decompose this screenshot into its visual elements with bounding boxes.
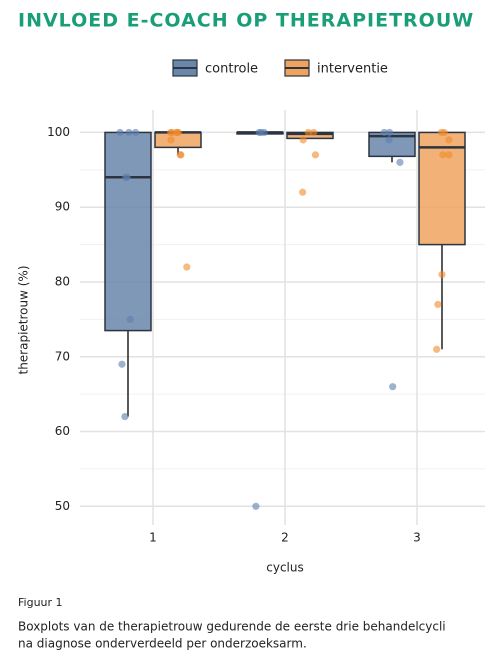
y-tick-label: 60 xyxy=(55,424,70,438)
caption-line: Boxplots van de therapietrouw gedurende … xyxy=(18,620,446,634)
data-point xyxy=(252,502,260,510)
data-point xyxy=(440,128,448,137)
data-point xyxy=(177,151,185,159)
y-tick-label: 80 xyxy=(55,274,70,288)
data-point xyxy=(396,158,404,166)
data-point xyxy=(255,128,263,137)
x-tick-label: 3 xyxy=(413,531,421,545)
data-point xyxy=(125,128,133,137)
y-tick-label: 50 xyxy=(55,499,70,513)
x-tick-label: 1 xyxy=(149,531,157,545)
data-point xyxy=(434,300,442,309)
data-point xyxy=(385,128,394,137)
data-point xyxy=(310,128,318,137)
figure-label: Figuur 1 xyxy=(18,596,63,609)
x-axis-label: cyclus xyxy=(266,561,304,575)
data-point xyxy=(116,128,124,137)
box xyxy=(104,131,152,332)
data-point xyxy=(439,151,447,159)
legend-label: interventie xyxy=(317,62,388,77)
data-point xyxy=(123,173,131,181)
data-point xyxy=(183,263,191,271)
data-point xyxy=(433,345,441,353)
data-point xyxy=(311,151,320,159)
data-point xyxy=(174,128,182,137)
data-point xyxy=(299,188,307,196)
chart-title: INVLOED E-COACH OP THERAPIETROUW xyxy=(18,10,474,32)
data-point xyxy=(445,136,453,144)
y-axis-label: therapietrouw (%) xyxy=(17,265,31,374)
caption-line: na diagnose onderverdeeld per onderzoeks… xyxy=(18,637,307,651)
x-tick-label: 2 xyxy=(281,531,289,545)
data-point xyxy=(380,128,388,137)
data-point xyxy=(126,315,134,323)
data-point xyxy=(385,136,393,144)
data-point xyxy=(118,360,126,368)
data-point xyxy=(445,151,453,159)
legend-label: controle xyxy=(205,62,258,77)
y-tick-label: 70 xyxy=(55,349,70,363)
y-tick-label: 100 xyxy=(47,125,70,139)
y-tick-label: 90 xyxy=(55,200,70,214)
data-point xyxy=(438,270,446,279)
data-point xyxy=(389,383,397,391)
box xyxy=(418,131,466,246)
data-point xyxy=(304,128,312,137)
data-point xyxy=(131,128,140,137)
data-point xyxy=(121,412,129,421)
data-point xyxy=(167,136,175,144)
data-point xyxy=(299,136,307,144)
data-point xyxy=(167,128,175,137)
